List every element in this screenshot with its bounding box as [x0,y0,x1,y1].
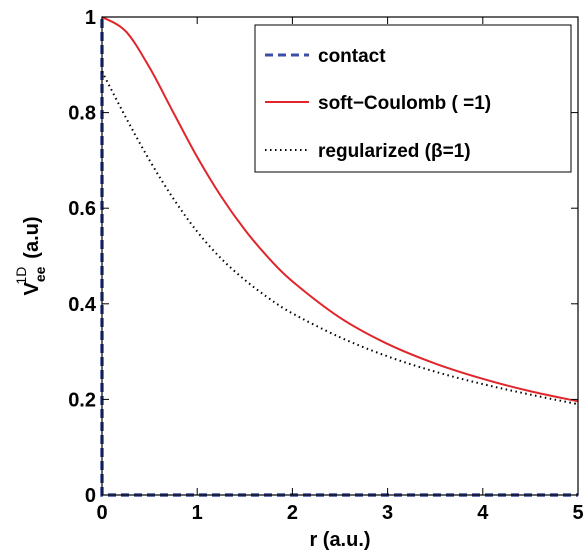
y-tick-label: 0.6 [68,198,96,220]
x-tick-label: 1 [192,502,203,524]
series-line-1 [101,16,579,403]
y-axis-label-unit: (a.u) [21,216,43,258]
legend-label-contact: contact [318,46,386,67]
x-tick-label: 5 [572,502,583,524]
y-tick-label: 0.8 [68,103,96,125]
legend: contact soft−Coulomb ( =1) regularized (… [254,24,572,173]
y-axis-label-sup: 1D [13,267,29,285]
y-tick-label: 0.4 [68,294,97,316]
legend-label-regularized: regularized (β=1) [318,141,471,162]
x-tick-label: 0 [96,502,107,524]
plot-frame [101,16,579,496]
y-axis-label-main: V [21,282,43,296]
x-tick-label: 2 [287,502,298,524]
svg-text:Vee1D(a.u): Vee1D (a.u) [13,216,48,295]
tick-layer: 0 1 2 3 4 5 0 0.2 0.4 0.6 0.8 1 [68,7,583,524]
x-axis-label: r (a.u.) [309,529,370,551]
legend-box [254,24,572,173]
y-tick-label: 0 [85,485,96,507]
x-tick-label: 4 [477,502,489,524]
y-tick-label: 0.2 [68,389,96,411]
legend-label-soft-coulomb: soft−Coulomb ( =1) [318,93,491,114]
y-axis-label: Vee1D (a.u) [13,216,48,295]
x-tick-label: 3 [382,502,393,524]
y-tick-label: 1 [85,7,96,29]
y-axis-label-sub: ee [32,266,48,282]
